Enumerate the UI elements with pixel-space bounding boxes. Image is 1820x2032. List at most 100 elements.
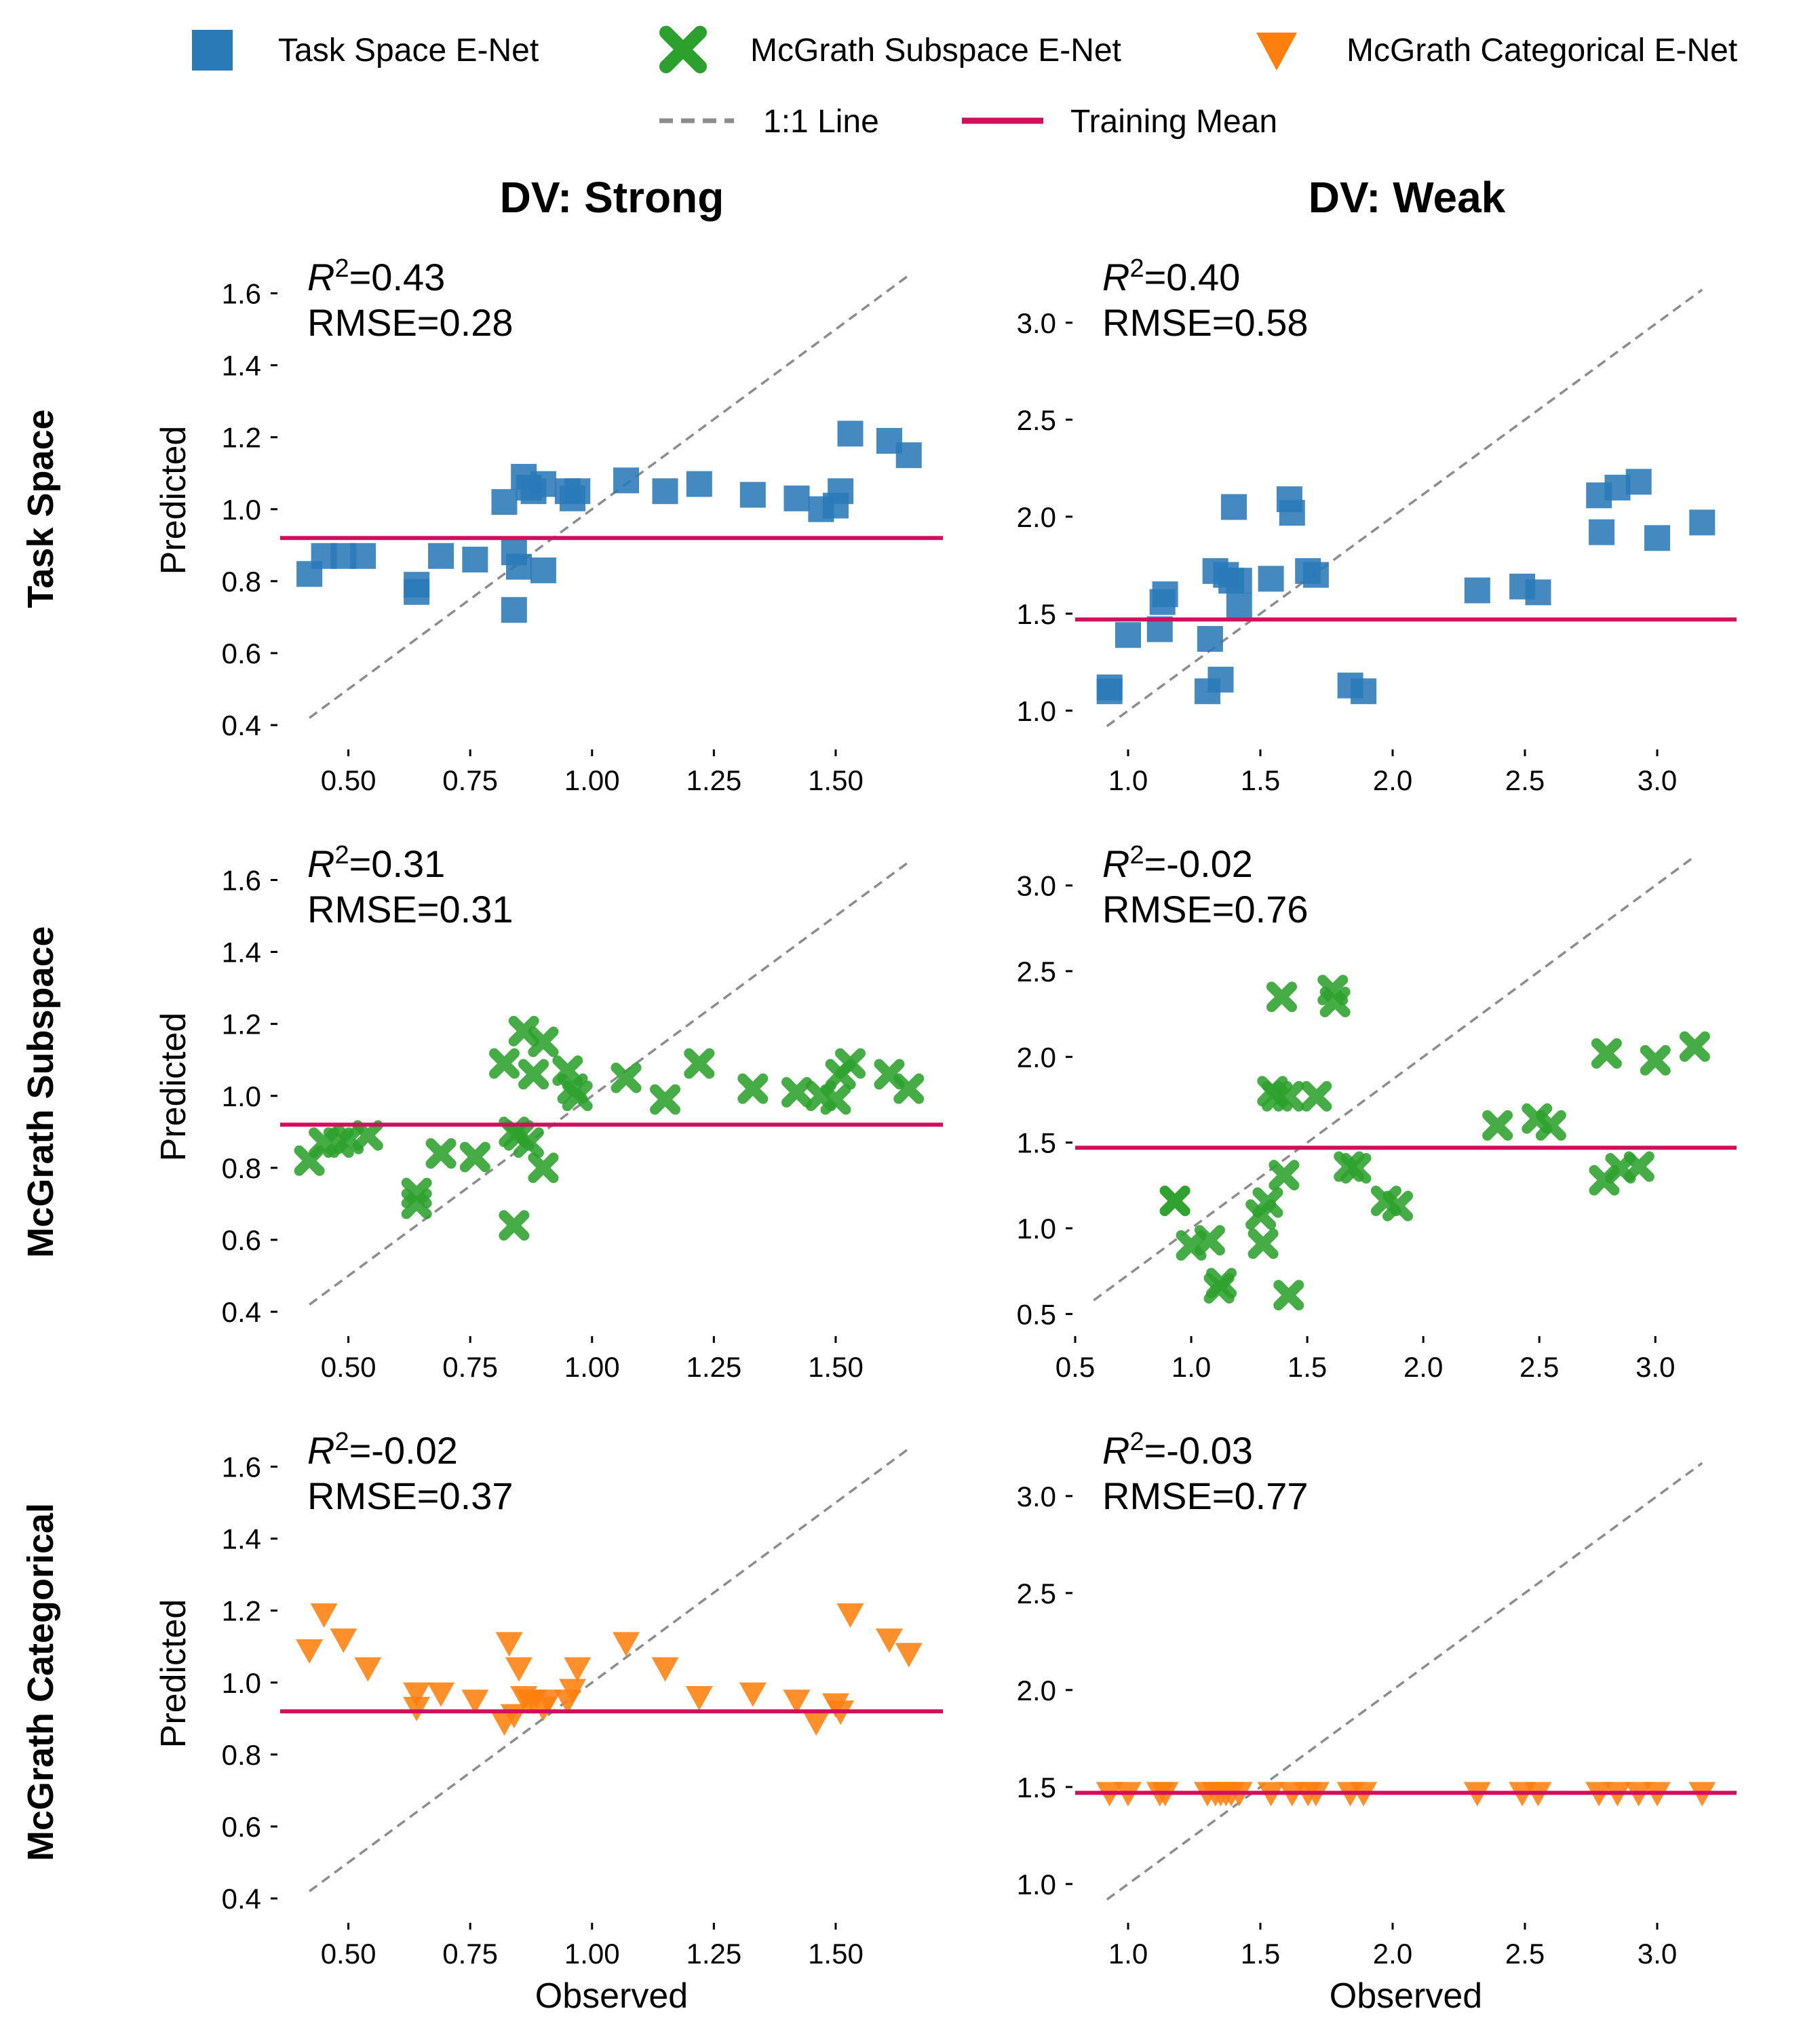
y-tick-label: 1.4 [222,350,261,382]
rmse-label: RMSE=0.76 [1102,888,1309,931]
rmse-label: RMSE=0.77 [1102,1474,1309,1517]
y-tick-label: 0.4 [222,709,261,741]
data-point [1273,1280,1304,1311]
y-tick-label: 0.5 [1017,1298,1056,1330]
data-point [1644,525,1670,551]
x-tick-label: 1.50 [808,1351,864,1383]
data-point [403,1696,431,1721]
data-point [1382,1190,1414,1222]
data-point [828,478,854,505]
data-point [495,1632,523,1657]
data-point [611,1062,642,1093]
data-point [893,1073,925,1104]
y-tick-label: 1.0 [1017,695,1056,727]
row-label-task-space: Task Space [20,409,61,608]
x-tick-label: 1.00 [564,1351,620,1383]
y-tick-label: 2.5 [1017,404,1056,436]
y-tick-label: 1.4 [222,1523,261,1555]
row-label-mcgrath-categorical: McGrath Categorical [20,1503,61,1861]
y-tick-label: 2.0 [1017,1041,1056,1073]
data-point [499,1210,530,1241]
y-tick-label: 1.4 [222,937,261,969]
x-tick-label: 1.5 [1287,1351,1327,1383]
x-tick-label: 0.75 [442,1351,498,1383]
legend-item-identity-line: 1:1 Line [659,104,879,140]
y-tick-label: 1.6 [222,277,261,309]
data-point [1252,1187,1283,1218]
rmse-label: RMSE=0.28 [307,301,514,344]
panel-1: 1.0 1.5 2.0 2.5 3.0 1.0 1.5 2.0 2.5 3.0 R2=0.40RMS… [1017,254,1737,796]
x-tick-label: 1.00 [564,1938,620,1970]
data-point [461,1689,489,1715]
data-point [1589,519,1615,545]
data-point [875,1628,903,1654]
data-point [1591,1038,1622,1069]
data-point [739,1682,767,1707]
x-tick-label: 1.0 [1108,764,1148,796]
data-point [459,1141,490,1173]
x-axis-title: Observed [535,1976,688,2016]
legend-square-marker [192,30,233,71]
panel-5: 1.0 1.5 2.0 2.5 3.0 1.0 1.5 2.0 2.5 3.0 R2=-0.03RM… [1017,1428,1737,2016]
y-tick-label: 1.0 [1017,1213,1056,1245]
y-tick-label: 0.6 [222,1224,261,1256]
panel-3: 0.5 1.0 1.5 2.0 2.5 3.0 0.5 1.0 1.5 2.0 2.5 3.0 R2=-… [1017,841,1737,1383]
x-tick-label: 2.5 [1505,764,1545,796]
data-point [1535,1110,1566,1141]
data-point [528,1026,559,1057]
x-tick-label: 1.0 [1108,1938,1148,1970]
data-point [530,557,556,583]
y-tick-label: 2.5 [1017,1578,1056,1609]
x-tick-label: 0.50 [321,764,376,796]
r2-label: R2=0.40 [1102,254,1240,298]
data-point [330,1628,357,1654]
y-tick-label: 1.6 [222,1451,261,1483]
data-point [1525,579,1551,606]
data-point [835,1048,866,1079]
x-tick-label: 1.0 [1172,1351,1211,1383]
legend: Task Space E-Net McGrath Subspace E-Net … [192,26,1737,140]
r2-label: R2=-0.03 [1102,1428,1253,1472]
panel-2: 0.4 0.6 0.8 1.0 1.2 1.4 1.6 0.50 0.75 1.00 1.25 1.5… [154,841,943,1383]
y-axis-title: Predicted [154,1013,193,1162]
data-point [1319,986,1351,1017]
y-tick-label: 0.4 [222,1883,261,1915]
data-point [781,1076,812,1108]
data-point [296,1639,324,1664]
x-tick-label: 1.25 [686,764,741,796]
y-tick-label: 1.5 [1017,598,1056,630]
y-tick-label: 0.6 [222,638,261,669]
panel-4: 0.4 0.6 0.8 1.0 1.2 1.4 1.6 0.50 0.75 1.00 1.25 1.5… [154,1428,943,2016]
data-point [1226,593,1252,619]
data-point [1226,568,1252,594]
y-tick-label: 1.2 [222,422,261,454]
x-tick-label: 0.50 [321,1938,376,1970]
legend-label: McGrath Categorical E-Net [1347,33,1737,69]
y-tick-label: 1.6 [222,864,261,896]
data-point [1269,1160,1300,1191]
data-point [1096,678,1123,705]
data-point [1302,562,1329,588]
data-point [1623,1151,1654,1182]
data-point [1279,500,1305,526]
r2-label: R2=0.31 [307,841,445,885]
data-point [354,1657,382,1682]
data-point [1301,1080,1332,1112]
data-point [535,1689,562,1715]
data-point [513,1127,544,1158]
rmse-label: RMSE=0.37 [307,1474,514,1517]
data-point [1351,678,1377,705]
data-point [1194,1225,1225,1256]
legend-x-marker [659,26,707,73]
y-tick-label: 3.0 [1017,307,1056,339]
legend-label: McGrath Subspace E-Net [750,33,1121,69]
column-title-weak: DV: Weak [1309,173,1506,222]
x-tick-label: 0.75 [442,764,498,796]
row-label-mcgrath-subspace: McGrath Subspace [20,926,61,1257]
y-tick-label: 0.6 [222,1811,261,1843]
y-tick-label: 1.0 [222,1667,261,1699]
data-point [1206,1268,1237,1299]
data-point [1689,509,1716,536]
data-point [562,1080,593,1112]
